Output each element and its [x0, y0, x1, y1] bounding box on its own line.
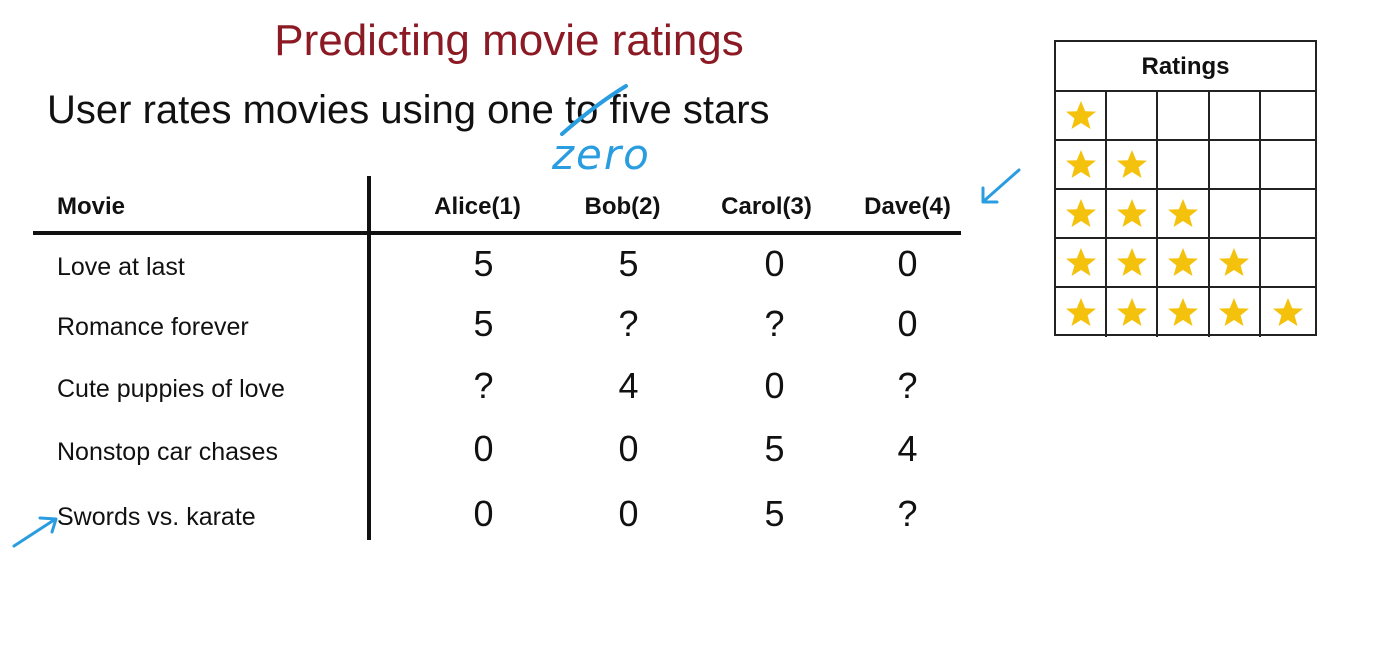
legend-cell — [1210, 288, 1261, 337]
rating-cell: ? — [764, 303, 785, 344]
legend-cell — [1056, 92, 1108, 139]
legend-cell — [1107, 92, 1159, 139]
star-icon — [1065, 297, 1096, 326]
rating-cell: 5 — [764, 428, 785, 469]
table-vertical-divider — [367, 176, 371, 540]
legend-row — [1056, 92, 1315, 141]
legend-row — [1056, 239, 1315, 288]
legend-cell — [1056, 190, 1108, 237]
legend-cell — [1107, 288, 1159, 337]
subtitle-prefix: User rates movies using — [47, 88, 488, 132]
legend-cell — [1056, 288, 1108, 337]
star-icon — [1116, 247, 1147, 276]
legend-row — [1056, 141, 1315, 190]
legend-cell — [1210, 239, 1261, 286]
legend-row — [1056, 190, 1315, 239]
star-icon — [1065, 100, 1096, 129]
arrow-annotation-swords-icon — [12, 516, 58, 548]
legend-cell — [1261, 288, 1315, 337]
legend-cell — [1210, 141, 1261, 188]
rating-cell: 0 — [473, 428, 494, 469]
movie-name: Nonstop car chases — [57, 438, 278, 466]
table-row: Cute puppies of love ? 4 0 ? — [0, 365, 1000, 435]
ratings-legend: Ratings — [1054, 40, 1317, 337]
legend-cell — [1210, 190, 1261, 237]
user-header-bob: Bob(2) — [584, 193, 661, 220]
legend-cell — [1107, 239, 1159, 286]
star-icon — [1219, 297, 1250, 326]
rating-cell: 0 — [764, 365, 785, 406]
star-icon — [1219, 247, 1250, 276]
rating-cell: 4 — [897, 428, 918, 469]
legend-cell — [1056, 141, 1108, 188]
legend-cell — [1158, 288, 1210, 337]
legend-cell — [1107, 141, 1159, 188]
user-header-alice: Alice(1) — [434, 193, 521, 220]
legend-cell — [1261, 239, 1315, 286]
legend-cell — [1158, 239, 1210, 286]
table-row: Nonstop car chases 0 0 5 4 — [0, 428, 1000, 498]
rating-cell: ? — [897, 365, 918, 406]
slide-subtitle: User rates movies using one to five star… — [47, 88, 770, 133]
handwritten-correction: zero — [552, 130, 651, 179]
star-icon — [1168, 198, 1199, 227]
star-icon — [1272, 297, 1303, 326]
rating-cell: 5 — [473, 303, 494, 344]
table-row: Love at last 5 5 0 0 — [0, 243, 1000, 313]
legend-grid — [1056, 92, 1315, 337]
star-icon — [1116, 198, 1147, 227]
slide-title: Predicting movie ratings — [274, 16, 744, 65]
rating-cell: 0 — [618, 493, 639, 534]
rating-cell: ? — [473, 365, 494, 406]
rating-cell: 5 — [764, 493, 785, 534]
movie-name: Cute puppies of love — [57, 375, 285, 403]
star-icon — [1065, 198, 1096, 227]
subtitle-struck-word: one — [487, 88, 554, 132]
table-row: Romance forever 5 ? ? 0 — [0, 303, 1000, 373]
star-icon — [1116, 297, 1147, 326]
star-icon — [1065, 247, 1096, 276]
legend-cell — [1107, 190, 1159, 237]
rating-cell: 5 — [473, 243, 494, 284]
user-header-carol: Carol(3) — [721, 193, 812, 220]
legend-row — [1056, 288, 1315, 337]
movie-column-header: Movie — [57, 193, 126, 220]
rating-cell: 0 — [764, 243, 785, 284]
movie-name: Romance forever — [57, 313, 249, 341]
arrow-annotation-dave-icon — [981, 168, 1021, 204]
rating-cell: 5 — [618, 243, 639, 284]
table-header-divider — [33, 231, 961, 235]
legend-cell — [1261, 141, 1315, 188]
legend-cell — [1056, 239, 1108, 286]
legend-cell — [1158, 190, 1210, 237]
rating-cell: 0 — [473, 493, 494, 534]
legend-cell — [1261, 190, 1315, 237]
legend-cell — [1158, 141, 1210, 188]
rating-cell: 0 — [897, 243, 918, 284]
table-row: Swords vs. karate 0 0 5 ? — [0, 493, 1000, 563]
star-icon — [1116, 149, 1147, 178]
legend-cell — [1158, 92, 1210, 139]
star-icon — [1168, 297, 1199, 326]
rating-cell: ? — [618, 303, 639, 344]
subtitle-suffix: to five stars — [553, 88, 770, 132]
rating-cell: 4 — [618, 365, 639, 406]
movie-name: Swords vs. karate — [57, 503, 256, 531]
user-header-dave: Dave(4) — [864, 193, 951, 220]
legend-title: Ratings — [1056, 42, 1315, 92]
rating-cell: 0 — [618, 428, 639, 469]
star-icon — [1065, 149, 1096, 178]
rating-cell: 0 — [897, 303, 918, 344]
movie-name: Love at last — [57, 253, 185, 281]
legend-cell — [1210, 92, 1261, 139]
star-icon — [1168, 247, 1199, 276]
legend-cell — [1261, 92, 1315, 139]
strike-through-mark — [560, 84, 628, 136]
rating-cell: ? — [897, 493, 918, 534]
